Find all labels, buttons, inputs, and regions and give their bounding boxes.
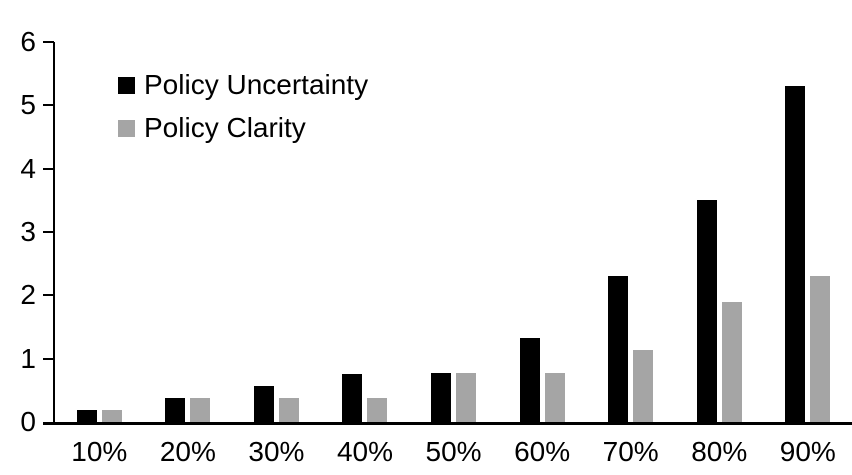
y-axis-tick-label: 1 [20, 342, 36, 374]
y-axis-tick [43, 104, 54, 107]
bar-policy-clarity [278, 397, 299, 422]
plot-area: Policy Uncertainty Policy Clarity [55, 42, 852, 422]
bar-group-50- [409, 42, 498, 422]
bar-policy-clarity [101, 409, 122, 422]
legend-label: Policy Clarity [144, 112, 306, 143]
bar-group-80- [675, 42, 764, 422]
x-axis: 10% 20% 30% 40% 50% 60% 70% 80% 90% [55, 436, 852, 472]
x-axis-tick-label: 90% [779, 436, 836, 467]
x-axis-tick-label: 30% [248, 436, 305, 467]
x-axis-tick-label: 50% [425, 436, 482, 467]
bar-group-60- [498, 42, 587, 422]
bar-policy-uncertainty [785, 86, 806, 422]
x-axis-tick-label: 40% [336, 436, 393, 467]
x-axis-tick-label: 80% [691, 436, 748, 467]
legend-label: Policy Uncertainty [144, 69, 369, 100]
bar-policy-clarity [544, 373, 565, 422]
y-axis-tick-label: 4 [20, 152, 36, 184]
y-axis-tick-label: 5 [20, 89, 36, 121]
bar-group-10- [55, 42, 144, 422]
x-axis-tick-label: 10% [71, 436, 128, 467]
y-axis-tick-label: 3 [20, 216, 36, 247]
bar-groups [55, 42, 852, 422]
y-axis-tick-label: 0 [20, 406, 36, 437]
black-square-legend-marker-icon [118, 76, 135, 94]
y-axis-tick [43, 231, 54, 233]
y-axis-line [53, 42, 55, 423]
bar-policy-uncertainty [342, 373, 363, 422]
legend-item-policy-uncertainty: Policy Uncertainty [118, 70, 368, 100]
x-axis-line [43, 422, 852, 425]
y-axis-tick-label: 6 [20, 26, 36, 57]
gray-square-legend-marker-icon [118, 119, 135, 137]
x-axis-tick-label: 70% [602, 436, 659, 467]
bar-policy-clarity [190, 397, 211, 422]
bar-policy-clarity [456, 373, 477, 422]
bar-policy-clarity [721, 301, 742, 422]
bar-policy-clarity [367, 397, 388, 422]
bar-group-40- [321, 42, 410, 422]
bar-group-20- [144, 42, 233, 422]
legend-item-policy-clarity: Policy Clarity [118, 113, 368, 143]
bar-policy-clarity [810, 276, 831, 422]
y-axis-tick [43, 357, 54, 360]
bar-policy-uncertainty [165, 397, 186, 422]
bar-group-90- [764, 42, 852, 422]
bar-policy-clarity [633, 350, 654, 422]
bar-policy-uncertainty [519, 337, 540, 422]
y-axis-tick [43, 167, 54, 170]
bar-policy-uncertainty [696, 200, 717, 422]
bar-policy-uncertainty [608, 276, 629, 422]
bar-group-70- [586, 42, 675, 422]
bar-policy-uncertainty [431, 372, 452, 422]
x-axis-tick-label: 60% [514, 436, 571, 467]
y-axis-tick [43, 41, 54, 43]
bar-policy-uncertainty [76, 409, 97, 422]
y-axis-tick [43, 294, 54, 297]
bar-group-30- [232, 42, 321, 422]
bar-policy-uncertainty [253, 385, 274, 422]
y-axis-tick-label: 2 [20, 279, 36, 311]
x-axis-tick-label: 20% [159, 436, 216, 467]
legend: Policy Uncertainty Policy Clarity [118, 70, 368, 143]
